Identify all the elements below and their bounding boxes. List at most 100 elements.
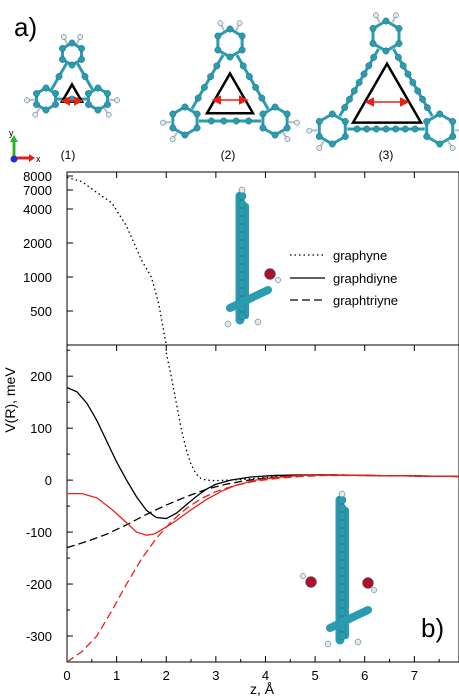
- carbon-atom: [193, 110, 201, 118]
- chain-carbon-atom: [346, 95, 353, 103]
- hydrogen-atom: [105, 111, 112, 118]
- x-tick-label: 2: [163, 668, 170, 683]
- carbon-atom: [226, 53, 234, 61]
- chain-carbon-atom: [392, 125, 400, 133]
- carbon-atom: [59, 56, 66, 63]
- carbon-atom: [237, 287, 247, 297]
- molecule-1-label: (1): [61, 148, 76, 162]
- x-axis: 0 1 2 3 4 5 6 7: [63, 172, 440, 683]
- hydrogen-atom: [294, 119, 300, 126]
- ch-bond: [454, 129, 459, 132]
- carbon-atom: [449, 118, 457, 125]
- carbon-atom: [237, 231, 247, 241]
- carbon-atom: [436, 110, 444, 118]
- carbon-atom: [238, 46, 246, 54]
- chain-carbon-atom: [245, 117, 253, 125]
- molecule-insets: [224, 186, 377, 648]
- axis-triad-icon: y x: [9, 128, 41, 164]
- upper-series: [66, 176, 167, 346]
- carbon-atom: [237, 215, 247, 225]
- carbon-atom: [52, 101, 59, 108]
- upper-y-tick-label: 500: [30, 304, 52, 319]
- chain-carbon-atom: [341, 104, 349, 112]
- hydrogen-atom: [284, 136, 291, 143]
- carbon-atom: [337, 591, 347, 601]
- hydrogen-atom: [60, 34, 67, 40]
- lower-y-axis: 200 100 0 -100 -200 -300: [26, 349, 73, 644]
- chain-carbon-atom: [404, 70, 412, 78]
- x-tick-label: 7: [411, 668, 418, 683]
- benzene-ring: [261, 105, 289, 137]
- carbon-atom: [169, 110, 177, 118]
- x-axis-title: z, Å: [250, 681, 275, 697]
- hydrogen-atom: [338, 490, 346, 498]
- hydrogen-atom: [160, 119, 166, 126]
- chain-carbon-atom: [370, 53, 378, 61]
- carbon-atom: [226, 25, 234, 33]
- panel-a-label: a): [14, 12, 37, 42]
- carbon-atom: [259, 124, 267, 132]
- carbon-atom: [337, 575, 347, 585]
- carbon-atom: [68, 39, 76, 47]
- lower-y-tick-label: -300: [26, 629, 52, 644]
- carbon-atom: [78, 56, 85, 63]
- hydrogen-atom: [24, 97, 30, 104]
- carbon-atom: [237, 223, 247, 233]
- chain-carbon-atom: [423, 104, 431, 112]
- chain-carbon-atom: [350, 87, 358, 95]
- molecule-3: [306, 12, 459, 151]
- carbon-atom: [337, 607, 347, 617]
- chain-carbon-atom: [213, 62, 221, 70]
- carbon-atom: [68, 61, 76, 69]
- carbon-atom: [315, 118, 323, 125]
- carbon-atom: [238, 32, 246, 40]
- carbon-atom: [237, 271, 247, 281]
- upper-y-tick-label: 1000: [23, 270, 52, 285]
- carbon-atom: [237, 239, 247, 249]
- oxygen-atom: [305, 576, 317, 588]
- carbon-atom: [52, 90, 59, 97]
- hydrogen-atom: [373, 12, 379, 19]
- carbon-atom: [337, 511, 347, 521]
- lower-plot-frame: [66, 344, 459, 663]
- chain-carbon-atom: [360, 70, 368, 78]
- series-graphtriyne-lower: [66, 474, 459, 549]
- chain-carbon-atom: [353, 125, 361, 133]
- carbon-atom: [449, 133, 457, 140]
- x-tick-label: 4: [262, 668, 269, 683]
- carbon-atom: [369, 40, 377, 47]
- carbon-atom: [214, 46, 222, 54]
- benzene-ring: [425, 112, 455, 146]
- benzene-ring: [171, 105, 199, 137]
- carbon-atom: [42, 84, 50, 92]
- benzene-ring: [317, 112, 347, 146]
- carbon-atom: [271, 103, 279, 111]
- series-red-solid-lower: [67, 474, 459, 536]
- series-graphdiyne-lower: [66, 387, 459, 520]
- series-red-dashed-lower: [66, 474, 459, 663]
- carbon-atom: [283, 124, 291, 132]
- legend: graphyne graphdiyne graphtriyne: [290, 248, 398, 308]
- lower-series: [66, 352, 459, 663]
- carbon-atom: [94, 84, 102, 92]
- carbon-atom: [337, 551, 347, 561]
- benzene-ring: [371, 19, 401, 53]
- chain-carbon-atom: [232, 117, 240, 125]
- carbon-atom: [104, 101, 111, 108]
- carbon-atom: [237, 311, 247, 321]
- hydrogen-atom: [238, 186, 246, 194]
- chain-carbon-atom: [55, 73, 63, 80]
- upper-plot-frame: [66, 171, 459, 346]
- carbon-atom: [181, 103, 189, 111]
- hydrogen-atom: [224, 320, 232, 328]
- chain-carbon-atom: [411, 125, 419, 133]
- legend-label-graphyne: graphyne: [333, 248, 387, 263]
- carbon-atom: [94, 106, 102, 114]
- oxygen-atom: [264, 268, 276, 280]
- carbon-atom: [382, 17, 390, 25]
- x-tick-label: 6: [361, 668, 368, 683]
- lower-y-tick-label: -200: [26, 577, 52, 592]
- carbon-atom: [104, 90, 111, 97]
- lower-y-tick-label: 100: [30, 421, 52, 436]
